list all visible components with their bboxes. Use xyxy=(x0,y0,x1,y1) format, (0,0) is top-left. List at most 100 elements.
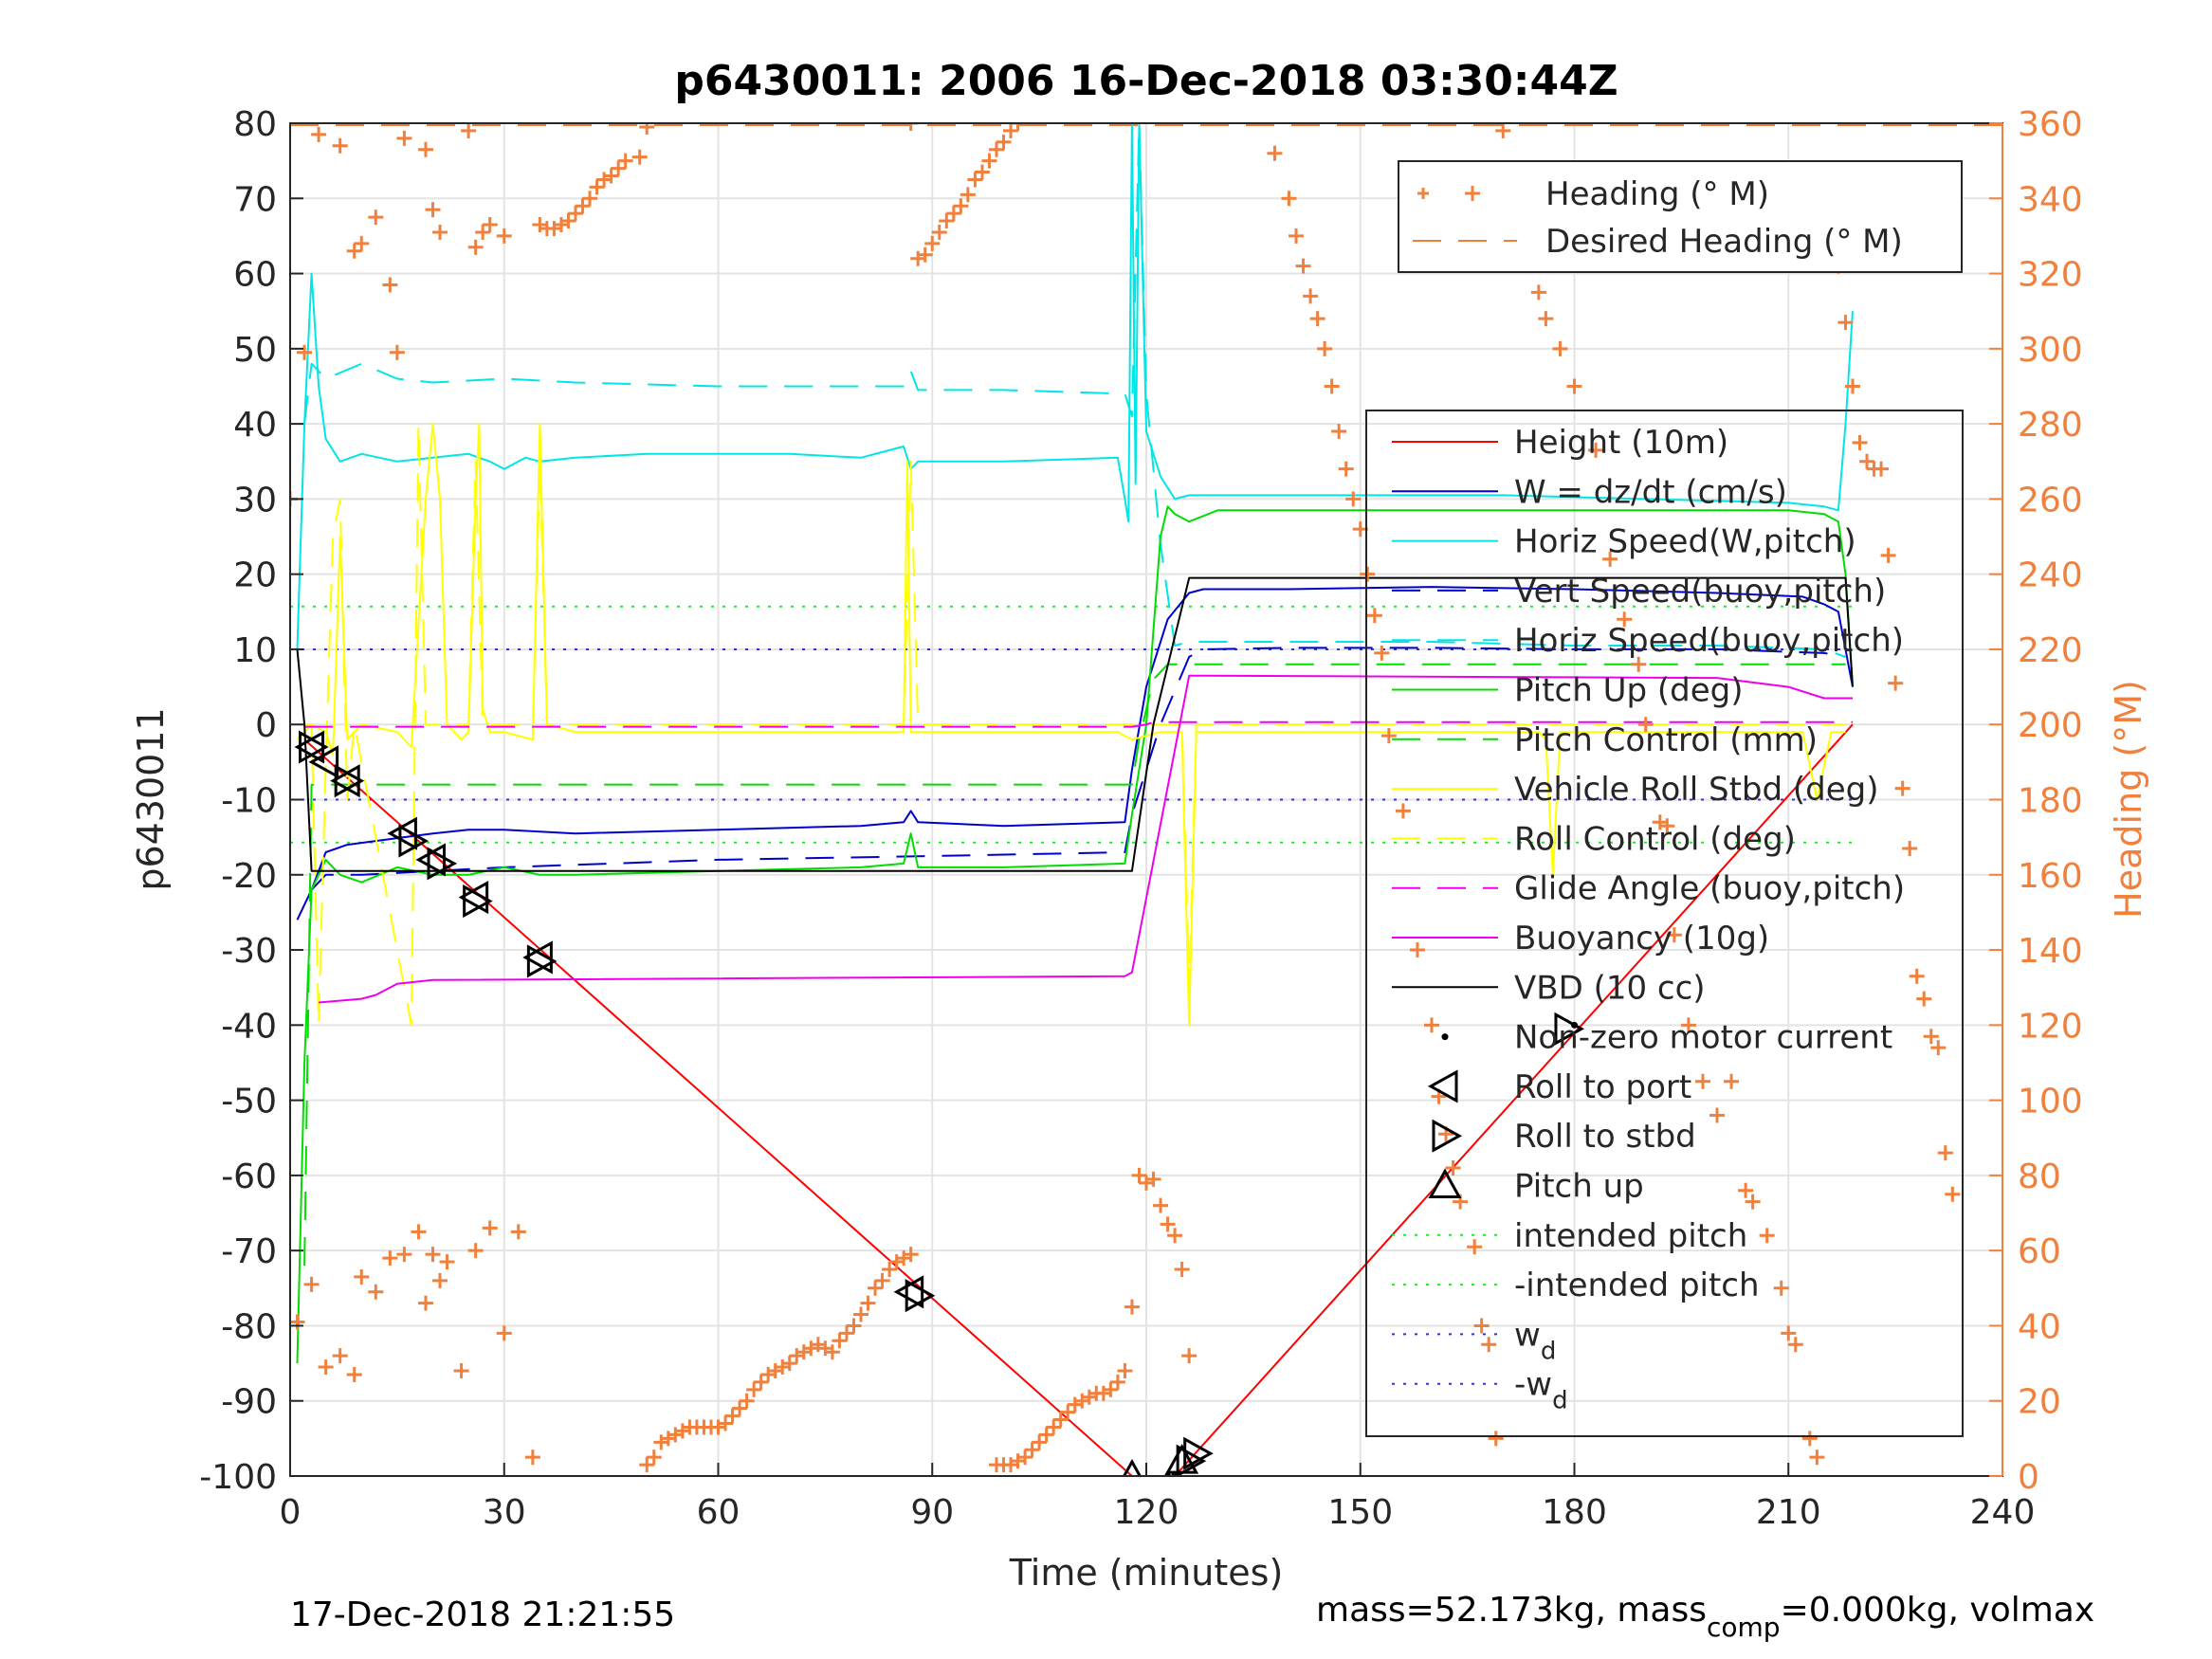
heading-point xyxy=(1694,1073,1710,1089)
y-tick-label: -60 xyxy=(221,1158,277,1196)
heading-point xyxy=(290,1314,305,1330)
heading-point xyxy=(746,1381,762,1397)
heading-point xyxy=(1852,434,1868,450)
heading-point xyxy=(838,1325,854,1341)
legend-main-label: Pitch up xyxy=(1514,1168,1644,1206)
heading-point xyxy=(425,1247,441,1263)
heading-point xyxy=(475,224,491,240)
footer-mass-info: mass=52.173kg, masscomp=0.000kg, volmax xyxy=(1316,1591,2094,1643)
heading-point xyxy=(945,206,961,222)
heading-point xyxy=(1060,1404,1076,1420)
legend-main-label: Vert Speed(buoy,pitch) xyxy=(1514,573,1886,611)
heading-point xyxy=(1781,1325,1797,1341)
y-tick-label: 70 xyxy=(233,180,277,219)
x-axis-label: Time (minutes) xyxy=(1009,1552,1284,1594)
series-line-height xyxy=(303,723,1854,1476)
plot-area xyxy=(290,123,2002,1476)
roll-stbd-marker xyxy=(299,730,329,764)
x-tick-label: 150 xyxy=(1327,1493,1393,1532)
heading-point xyxy=(496,1325,512,1341)
heading-point xyxy=(1637,717,1654,733)
legend-main-label: intended pitch xyxy=(1514,1217,1747,1255)
heading-point xyxy=(1617,611,1633,628)
legend-triangle-up xyxy=(1428,1168,1462,1198)
right-tick-label: 180 xyxy=(2018,782,2083,821)
y-tick-label: -20 xyxy=(221,857,277,896)
right-tick-label: 260 xyxy=(2018,481,2083,520)
legend-main-label: Glide Angle (buoy,pitch) xyxy=(1514,870,1905,908)
right-tick-label: 240 xyxy=(2018,556,2083,595)
right-tick-label: 340 xyxy=(2018,180,2083,219)
heading-point xyxy=(1131,1167,1147,1183)
legend-main-label: Roll to stbd xyxy=(1514,1118,1696,1156)
heading-point xyxy=(368,210,384,226)
heading-point xyxy=(1837,315,1854,331)
legend-main-label: Roll to port xyxy=(1514,1068,1691,1106)
heading-point xyxy=(1289,228,1305,244)
heading-point xyxy=(939,213,955,229)
legend-heading-box xyxy=(1398,160,1963,273)
legend-main-label: Vehicle Roll Stbd (deg) xyxy=(1514,771,1879,809)
heading-point xyxy=(453,1363,469,1379)
motor-current-point xyxy=(1571,1021,1578,1029)
legend-main-label-text: -w xyxy=(1514,1366,1552,1404)
roll-stbd-marker xyxy=(427,847,458,881)
right-tick-label: 200 xyxy=(2018,706,2083,745)
heading-point xyxy=(832,1333,848,1349)
y-tick-label: -80 xyxy=(221,1307,277,1346)
heading-point xyxy=(411,1224,427,1240)
right-tick-label: 140 xyxy=(2018,932,2083,971)
motor-current-point xyxy=(1171,1470,1179,1476)
pitch-up-marker xyxy=(1165,1444,1199,1474)
heading-point xyxy=(1724,1073,1740,1089)
heading-point xyxy=(1424,1017,1439,1033)
roll-port-marker xyxy=(415,843,446,877)
heading-point xyxy=(1631,656,1647,672)
legend-triangle-left xyxy=(1427,1069,1458,1103)
legend-main-label-text: Roll to stbd xyxy=(1514,1118,1696,1156)
legend-main-label-sub: d xyxy=(1552,1387,1568,1415)
heading-point xyxy=(1902,841,1918,857)
heading-point xyxy=(1923,1029,1939,1045)
legend-main-label: VBD (10 cc) xyxy=(1514,969,1706,1007)
heading-point xyxy=(996,134,1012,150)
legend-main-label-text: Roll Control (deg) xyxy=(1514,820,1796,858)
roll-port-marker xyxy=(387,816,417,850)
legend-main-label-text: W = dz/dt (cm/s) xyxy=(1514,473,1787,511)
heading-point xyxy=(1153,1197,1169,1213)
heading-point xyxy=(1588,442,1604,458)
heading-point xyxy=(1488,1431,1504,1447)
roll-port-marker xyxy=(522,940,553,975)
heading-point xyxy=(589,179,605,195)
legend-dot-sample xyxy=(1441,1033,1449,1041)
heading-point xyxy=(882,1261,898,1277)
legend-main-label-text: w xyxy=(1514,1316,1541,1354)
legend-heading-label: Heading (° M) xyxy=(1545,175,1769,213)
roll-port-marker xyxy=(308,745,339,779)
legend-main-label: wd xyxy=(1514,1316,1556,1365)
heading-point xyxy=(924,235,941,251)
y-tick-label: -70 xyxy=(221,1232,277,1271)
heading-point xyxy=(575,198,591,214)
x-tick-label: 180 xyxy=(1542,1493,1607,1532)
heading-point xyxy=(1360,566,1376,582)
heading-point xyxy=(603,168,619,184)
right-axis-ticks: 3603403203002802602402202001801601401201… xyxy=(1989,105,2083,1497)
heading-point xyxy=(1181,1348,1197,1364)
heading-point xyxy=(917,246,933,263)
heading-point xyxy=(1303,288,1319,304)
heading-point xyxy=(1880,547,1896,563)
y-tick-label: 20 xyxy=(233,556,277,595)
heading-point xyxy=(1495,123,1511,138)
right-axis-label: Heading (°M) xyxy=(2108,680,2149,919)
right-tick-label: 320 xyxy=(2018,256,2083,295)
heading-point xyxy=(1745,1194,1761,1210)
heading-point xyxy=(1859,453,1875,469)
heading-point xyxy=(303,1276,320,1292)
y-tick-label: -30 xyxy=(221,932,277,971)
heading-point xyxy=(1473,1318,1490,1334)
heading-point xyxy=(1738,1182,1754,1198)
heading-point xyxy=(1103,1381,1119,1397)
heading-point xyxy=(1309,311,1325,327)
y-tick-label: 40 xyxy=(233,406,277,445)
